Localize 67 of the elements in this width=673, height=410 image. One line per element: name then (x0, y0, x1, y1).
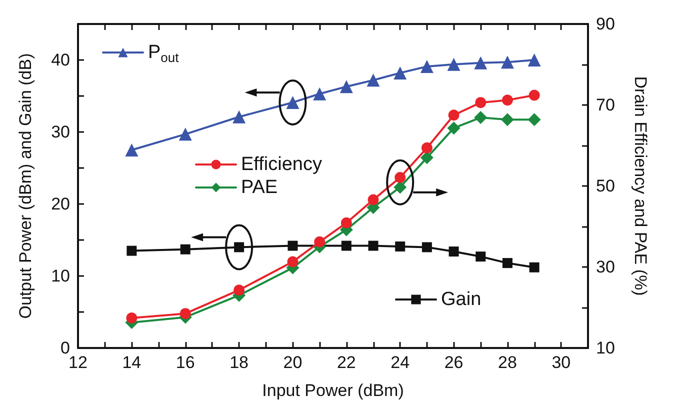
point (474, 111, 488, 124)
point (420, 151, 434, 164)
point (420, 60, 434, 73)
x-tick-label: 16 (176, 353, 195, 372)
legend-label: PAE (241, 177, 278, 198)
point (528, 113, 541, 126)
point (125, 144, 138, 156)
y-axis-title: Output Power (dBm) and Gain (dB) (16, 53, 35, 319)
point (341, 240, 352, 251)
point (366, 74, 380, 87)
x-tick-label: 26 (444, 353, 464, 372)
point (447, 122, 460, 135)
point (474, 56, 488, 70)
x-tick-label: 30 (552, 353, 571, 372)
x-tick-label: 14 (122, 353, 142, 372)
y-tick-label: 10 (51, 266, 70, 286)
y-tick-label: 30 (51, 122, 70, 142)
legend-label: Gain (441, 289, 482, 310)
x-tick-label: 24 (390, 353, 410, 372)
point (502, 258, 512, 268)
point (180, 244, 190, 254)
point (313, 87, 326, 100)
point (448, 246, 459, 257)
point (475, 97, 486, 108)
x-tick-label: 18 (230, 353, 249, 372)
point (180, 308, 191, 320)
point (421, 142, 432, 154)
y2-tick-label: 50 (596, 176, 615, 196)
point (422, 242, 432, 252)
point (500, 113, 514, 126)
point (368, 194, 379, 206)
y2-tick-label: 90 (596, 14, 615, 34)
point (448, 110, 460, 121)
point (528, 54, 541, 66)
point (395, 241, 406, 252)
point (476, 252, 486, 262)
point (500, 56, 514, 69)
point (126, 312, 138, 324)
point (447, 58, 460, 71)
point (232, 110, 246, 124)
legend-label: Efficiency (241, 154, 322, 175)
x-tick-label: 20 (283, 353, 302, 372)
point (178, 128, 192, 141)
point (368, 240, 378, 251)
point (340, 80, 353, 94)
point (126, 246, 137, 256)
x-axis-title: Input Power (dBm) (262, 381, 404, 400)
x-tick-label: 22 (336, 353, 356, 372)
y2-tick-label: 10 (596, 338, 615, 358)
point (288, 240, 298, 251)
y2-tick-label: 70 (596, 96, 615, 114)
y-tick-label: 20 (51, 194, 70, 214)
point (529, 262, 540, 272)
point (394, 172, 406, 183)
x-tick-label: 12 (68, 353, 88, 372)
y-tick-label: 40 (51, 50, 70, 70)
point (287, 256, 298, 268)
point (502, 94, 513, 106)
point (394, 66, 407, 80)
x-tick-label: 28 (498, 353, 517, 372)
point (234, 284, 245, 296)
y2-axis-title: Drain Efficiency and PAE (%) (631, 76, 650, 296)
y2-tick-label: 30 (596, 258, 615, 276)
point (314, 236, 326, 248)
point (340, 217, 352, 228)
y-tick-label: 0 (60, 338, 70, 358)
point (528, 90, 540, 101)
